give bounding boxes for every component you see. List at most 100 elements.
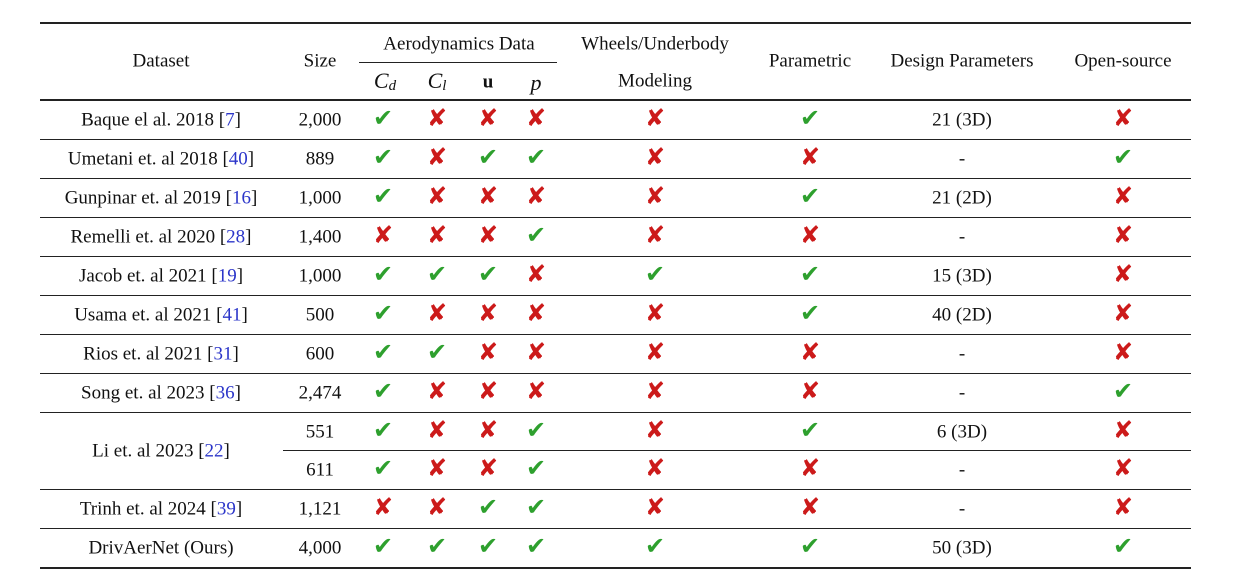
check-icon: ✔ (525, 493, 547, 521)
check-icon: ✔ (477, 532, 499, 560)
cross-icon: ✘ (477, 416, 499, 444)
design-parameters-value: - (958, 382, 966, 404)
check-icon: ✔ (477, 260, 499, 288)
row-rule (40, 334, 1191, 335)
cross-icon: ✘ (426, 299, 448, 327)
cross-icon: ✘ (477, 377, 499, 405)
check-icon: ✔ (372, 338, 394, 366)
check-icon: ✔ (372, 377, 394, 405)
cross-icon: ✘ (372, 221, 394, 249)
dataset-label: Remelli et. al 2020 [ (70, 226, 227, 248)
check-icon: ✔ (372, 299, 394, 327)
size-value: 600 (305, 343, 335, 365)
size-value: 2,000 (298, 109, 342, 131)
cross-icon: ✘ (799, 377, 821, 405)
cross-icon: ✘ (644, 416, 666, 444)
dataset-name: Rios et. al 2021 [31] (83, 345, 239, 364)
check-icon: ✔ (372, 143, 394, 171)
dataset-name: Baque el al. 2018 [7] (81, 111, 241, 130)
bottom-rule (40, 567, 1191, 569)
check-icon: ✔ (525, 143, 547, 171)
cross-icon: ✘ (644, 143, 666, 171)
row-rule (40, 528, 1191, 529)
design-parameters-value: - (958, 459, 966, 481)
citation-link[interactable]: 41 (222, 304, 242, 326)
cross-icon: ✘ (644, 182, 666, 210)
citation-link[interactable]: 7 (225, 109, 235, 131)
cross-icon: ✘ (477, 104, 499, 132)
cross-icon: ✘ (477, 182, 499, 210)
header-cd-base: C (373, 68, 389, 93)
cross-icon: ✘ (426, 377, 448, 405)
citation-close: ] (236, 265, 244, 287)
citation-close: ] (250, 187, 258, 209)
citation-close: ] (235, 498, 243, 520)
citation-link[interactable]: 28 (226, 226, 246, 248)
cross-icon: ✘ (525, 260, 547, 288)
dataset-name: Jacob et. al 2021 [19] (79, 267, 243, 286)
citation-link[interactable]: 36 (215, 382, 235, 404)
design-parameters-value: - (958, 148, 966, 170)
header-cl-base: C (427, 68, 443, 93)
dataset-label: Jacob et. al 2021 [ (78, 265, 218, 287)
size-value: 500 (305, 304, 335, 326)
check-icon: ✔ (644, 260, 666, 288)
header-parametric: Parametric (768, 50, 852, 72)
header-cl-sub: l (442, 78, 447, 94)
header-cl: Cl (427, 68, 447, 94)
check-icon: ✔ (525, 416, 547, 444)
cross-icon: ✘ (525, 299, 547, 327)
cross-icon: ✘ (799, 221, 821, 249)
cross-icon: ✘ (477, 338, 499, 366)
size-value: 1,000 (298, 187, 342, 209)
cross-icon: ✘ (426, 416, 448, 444)
cross-icon: ✘ (644, 299, 666, 327)
row-rule (40, 373, 1191, 374)
citation-link[interactable]: 16 (231, 187, 251, 209)
cross-icon: ✘ (1112, 454, 1134, 482)
design-parameters-value: - (958, 343, 966, 365)
citation-link[interactable]: 40 (228, 148, 248, 170)
design-parameters-value: 40 (2D) (932, 304, 992, 326)
cross-icon: ✘ (644, 454, 666, 482)
check-icon: ✔ (525, 532, 547, 560)
check-icon: ✔ (799, 532, 821, 560)
dataset-name: Trinh et. al 2024 [39] (80, 500, 242, 519)
cross-icon: ✘ (426, 454, 448, 482)
size-value: 611 (306, 459, 334, 481)
cross-icon: ✘ (1112, 221, 1134, 249)
check-icon: ✔ (426, 260, 448, 288)
header-wheels-line1: Wheels/Underbody (581, 33, 729, 55)
cross-icon: ✘ (426, 104, 448, 132)
cross-icon: ✘ (372, 493, 394, 521)
cross-icon: ✘ (1112, 493, 1134, 521)
size-value: 1,000 (298, 265, 342, 287)
check-icon: ✔ (644, 532, 666, 560)
dataset-label: Usama et. al 2021 [ (74, 304, 223, 326)
size-value: 889 (305, 148, 335, 170)
cross-icon: ✘ (1112, 260, 1134, 288)
header-dataset: Dataset (132, 50, 190, 72)
citation-link[interactable]: 31 (213, 343, 233, 365)
header-p: p (530, 70, 542, 95)
check-icon: ✔ (426, 532, 448, 560)
header-cd: Cd (373, 68, 397, 94)
cross-icon: ✘ (426, 143, 448, 171)
design-parameters-value: - (958, 226, 966, 248)
header-wheels-line2: Modeling (618, 70, 692, 92)
size-value: 4,000 (298, 537, 342, 559)
dataset-name: Li et. al 2023 [22] (92, 442, 230, 461)
citation-link[interactable]: 19 (217, 265, 237, 287)
cross-icon: ✘ (644, 493, 666, 521)
citation-link[interactable]: 22 (204, 440, 224, 462)
dataset-name: Song et. al 2023 [36] (81, 384, 241, 403)
check-icon: ✔ (426, 338, 448, 366)
cross-icon: ✘ (1112, 182, 1134, 210)
header-cd-sub: d (388, 78, 397, 94)
row-rule (40, 295, 1191, 296)
dataset-name: Remelli et. al 2020 [28] (71, 228, 252, 247)
citation-link[interactable]: 39 (216, 498, 236, 520)
check-icon: ✔ (372, 454, 394, 482)
design-parameters-value: 21 (2D) (932, 187, 992, 209)
check-icon: ✔ (525, 454, 547, 482)
